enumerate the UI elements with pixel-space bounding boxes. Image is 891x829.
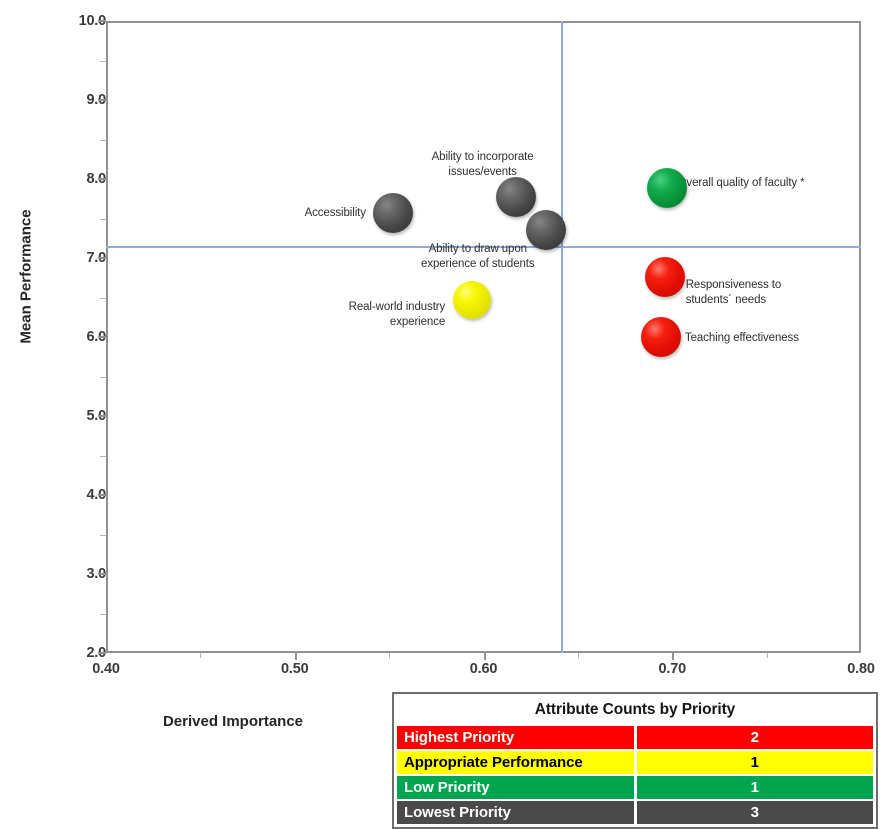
y-axis-tick-label: 7.0 xyxy=(86,250,106,266)
y-axis-tick-label: 5.0 xyxy=(86,408,106,424)
y-axis-tick-label: 8.0 xyxy=(86,171,106,187)
y-axis-tick-mark xyxy=(98,20,106,22)
x-axis-tick-label: 0.60 xyxy=(469,661,498,677)
data-point-bubble xyxy=(525,210,566,251)
data-point-label: Real-world industry experience xyxy=(348,300,446,328)
x-axis-minor-tick xyxy=(389,653,391,658)
legend-row: Lowest Priority 3 xyxy=(397,799,873,824)
y-axis-tick-mark xyxy=(98,99,106,101)
y-axis-tick-mark xyxy=(98,573,106,575)
legend-row: Highest Priority 2 xyxy=(397,724,873,750)
legend-priority-count: 3 xyxy=(633,799,873,824)
data-point-label: Responsiveness to students´ needs xyxy=(685,278,782,306)
y-axis-minor-tick xyxy=(100,613,106,615)
data-point-bubble xyxy=(640,317,681,357)
data-point-bubble xyxy=(372,192,413,233)
y-axis-tick-mark xyxy=(98,652,106,654)
y-axis-tick-mark xyxy=(98,336,106,338)
data-point-bubble xyxy=(453,280,492,319)
x-axis-tick-label: 0.80 xyxy=(847,661,875,677)
legend-priority-count: 1 xyxy=(633,774,873,800)
y-axis-minor-tick xyxy=(100,218,106,220)
y-axis-tick-label: 6.0 xyxy=(86,329,106,345)
x-axis-minor-tick xyxy=(200,653,202,658)
y-axis-tick-label: 9.0 xyxy=(86,92,106,108)
y-axis-minor-tick xyxy=(100,60,106,62)
y-axis-tick-mark xyxy=(98,415,106,417)
legend-title: Attribute Counts by Priority xyxy=(397,697,873,725)
y-axis-tick-label: 3.0 xyxy=(86,566,106,582)
legend-priority-label: Appropriate Performance xyxy=(397,749,635,775)
legend-row: Appropriate Performance 1 xyxy=(397,749,873,775)
data-point-label: Overall quality of faculty * xyxy=(677,176,805,189)
y-axis-minor-tick xyxy=(100,534,106,536)
x-axis-title: Derived Importance xyxy=(162,713,304,730)
mean-importance-reference-line xyxy=(560,21,563,653)
legend-body: Highest Priority 2 Appropriate Performance… xyxy=(397,724,873,824)
data-point-label: Ability to incorporate issues/events xyxy=(431,151,534,178)
y-axis: 2.0 3.0 4.0 5.0 6.0 7.0 8.0 9.0 10.0 xyxy=(0,0,107,829)
legend-row: Low Priority 1 xyxy=(397,774,873,800)
data-point-label: Accessibility xyxy=(304,206,366,219)
legend-table: Attribute Counts by Priority Highest Pri… xyxy=(392,692,878,829)
y-axis-tick-mark xyxy=(98,494,106,496)
x-axis-tick-label: 0.50 xyxy=(281,661,309,677)
x-axis-tick-mark xyxy=(294,653,297,660)
y-axis-minor-tick xyxy=(100,139,106,141)
data-point-label: Teaching effectiveness xyxy=(684,332,799,344)
legend-priority-count: 1 xyxy=(633,749,873,775)
y-axis-minor-tick xyxy=(100,376,106,378)
data-point-bubble xyxy=(644,256,685,297)
x-axis-minor-tick xyxy=(766,653,768,658)
y-axis-tick-mark xyxy=(98,257,106,259)
legend-priority-label: Low Priority xyxy=(397,774,635,800)
y-axis-title: Mean Performance xyxy=(17,209,35,344)
x-axis-tick-mark xyxy=(672,653,675,660)
data-point-bubble xyxy=(646,167,687,208)
y-axis-minor-tick xyxy=(100,455,106,457)
y-axis-tick-label: 10.0 xyxy=(78,13,107,29)
y-axis-tick-label: 2.0 xyxy=(86,645,106,661)
y-axis-minor-tick xyxy=(100,297,106,299)
mean-performance-reference-line xyxy=(106,246,861,249)
plot-area xyxy=(106,21,861,653)
x-axis-minor-tick xyxy=(577,653,579,658)
x-axis-tick-label: 0.40 xyxy=(92,661,120,677)
legend-priority-count: 2 xyxy=(633,724,873,750)
x-axis-tick-mark xyxy=(483,653,486,660)
data-point-label: Ability to draw upon experience of stude… xyxy=(421,243,535,271)
x-axis-tick-label: 0.70 xyxy=(658,661,687,677)
data-point-bubble xyxy=(495,177,536,218)
legend-priority-label: Highest Priority xyxy=(397,724,635,750)
legend-priority-label: Lowest Priority xyxy=(397,799,635,824)
y-axis-tick-mark xyxy=(98,178,106,180)
y-axis-tick-label: 4.0 xyxy=(86,487,106,503)
